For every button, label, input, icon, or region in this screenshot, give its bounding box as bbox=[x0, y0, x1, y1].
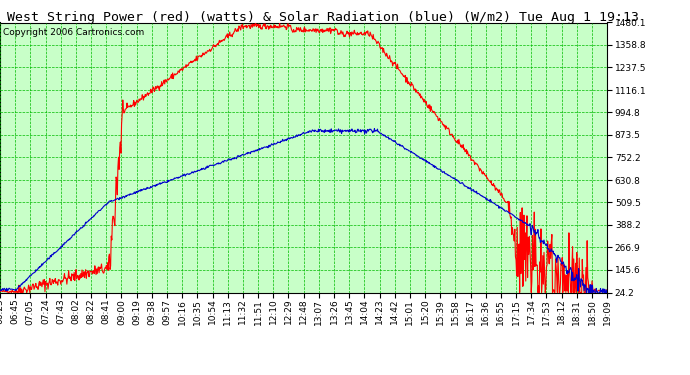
Text: Copyright 2006 Cartronics.com: Copyright 2006 Cartronics.com bbox=[3, 28, 144, 37]
Text: West String Power (red) (watts) & Solar Radiation (blue) (W/m2) Tue Aug 1 19:13: West String Power (red) (watts) & Solar … bbox=[7, 11, 639, 24]
